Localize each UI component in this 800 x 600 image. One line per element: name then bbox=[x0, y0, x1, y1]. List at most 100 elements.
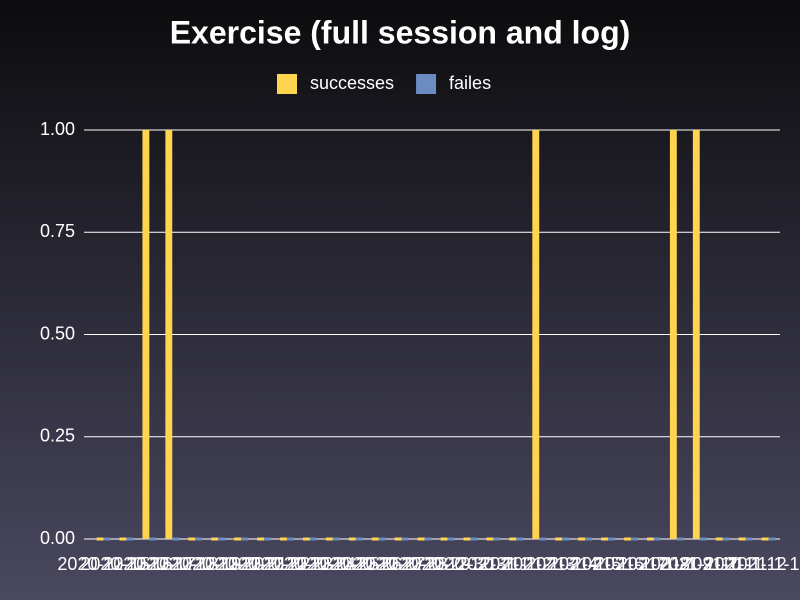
bar bbox=[440, 537, 448, 541]
x-tick-label: 2021-1-4 bbox=[526, 554, 598, 574]
bar bbox=[562, 537, 570, 541]
x-tick-label: 2021-1-12 bbox=[705, 554, 787, 574]
x-tick-label: 2020-12-18 bbox=[126, 554, 218, 574]
legend-label: successes bbox=[310, 73, 394, 93]
bar bbox=[126, 537, 134, 541]
bar bbox=[653, 537, 661, 541]
y-tick-label: 0.00 bbox=[40, 528, 75, 548]
x-tick-label: 2021-1-11 bbox=[682, 554, 763, 574]
bar bbox=[394, 537, 402, 541]
y-tick-label: 1.00 bbox=[40, 119, 75, 139]
x-tick-label: 2020-12-23 bbox=[241, 554, 333, 574]
x-tick-label: 2021-1-13 bbox=[727, 554, 800, 574]
x-tick-label: 2020-12-31 bbox=[424, 554, 516, 574]
legend-swatch bbox=[416, 74, 437, 94]
x-tick-label: 2021-1-10 bbox=[659, 554, 741, 574]
bar bbox=[447, 537, 455, 541]
x-tick-label: 2020-12-27 bbox=[333, 554, 425, 574]
bar bbox=[509, 537, 517, 541]
bar bbox=[532, 130, 540, 539]
x-tick-label: 2021-1-2 bbox=[480, 554, 552, 574]
bar bbox=[241, 537, 248, 541]
bar bbox=[669, 130, 677, 539]
x-tick-label: 2020-12-21 bbox=[195, 554, 287, 574]
x-tick-label: 2020-12-24 bbox=[264, 554, 356, 574]
bar bbox=[172, 537, 180, 541]
bar bbox=[149, 537, 157, 541]
bar bbox=[486, 537, 494, 541]
x-tick-label: 2020-12-16 bbox=[80, 554, 172, 574]
bar bbox=[646, 537, 654, 541]
x-tick-label: 2020-12-30 bbox=[401, 554, 493, 574]
bar bbox=[585, 537, 592, 541]
bar bbox=[264, 537, 271, 541]
x-tick-label: 2020-12-25 bbox=[287, 554, 379, 574]
bar bbox=[761, 537, 769, 541]
x-tick-label: 2021-1-1 bbox=[457, 554, 529, 574]
x-tick-label: 2021-1-3 bbox=[503, 554, 575, 574]
bar bbox=[195, 537, 203, 541]
x-tick-label: 2020-12-19 bbox=[149, 554, 241, 574]
bar bbox=[578, 537, 586, 541]
bar bbox=[601, 537, 608, 541]
bar bbox=[745, 537, 753, 541]
bar bbox=[119, 537, 127, 541]
x-tick-label: 2020-12-17 bbox=[103, 554, 195, 574]
bar bbox=[463, 537, 471, 541]
bar bbox=[624, 537, 631, 541]
bar bbox=[715, 537, 723, 541]
bar bbox=[516, 537, 524, 541]
x-tick-label: 2021-1-7 bbox=[595, 554, 667, 574]
x-tick-label: 2020-12-26 bbox=[310, 554, 402, 574]
bar bbox=[470, 537, 478, 541]
bar bbox=[424, 537, 432, 541]
bar bbox=[257, 537, 264, 541]
bar bbox=[211, 537, 219, 541]
chart-title: Exercise (full session and log) bbox=[170, 14, 631, 50]
x-tick-label: 2020-12-20 bbox=[172, 554, 264, 574]
bar bbox=[142, 130, 150, 539]
bar bbox=[332, 537, 340, 541]
bar bbox=[630, 537, 638, 541]
y-tick-label: 0.50 bbox=[40, 323, 75, 343]
bar bbox=[676, 537, 684, 541]
bar bbox=[555, 537, 563, 541]
x-tick-label: 2020-12-22 bbox=[218, 554, 310, 574]
y-tick-label: 0.25 bbox=[40, 426, 75, 446]
bar bbox=[234, 537, 242, 541]
bar bbox=[348, 537, 356, 541]
bar bbox=[280, 537, 287, 541]
x-tick-label: 2021-1-5 bbox=[549, 554, 621, 574]
x-tick-label: 2020-12-29 bbox=[378, 554, 470, 574]
x-tick-label: 2020-12-28 bbox=[356, 554, 448, 574]
bar bbox=[417, 537, 425, 541]
x-tick-label: 2021-1-9 bbox=[641, 554, 713, 574]
bar bbox=[302, 537, 310, 541]
x-tick-label: 2020-12-15 bbox=[57, 554, 149, 574]
bar bbox=[401, 537, 409, 541]
bar bbox=[493, 537, 501, 541]
bar bbox=[768, 537, 776, 541]
bar bbox=[96, 537, 104, 541]
bar bbox=[286, 537, 294, 541]
bar bbox=[355, 537, 363, 541]
x-tick-label: 2021-1-8 bbox=[618, 554, 690, 574]
bar bbox=[371, 537, 379, 541]
bar bbox=[539, 537, 547, 541]
bar bbox=[188, 537, 196, 541]
bar bbox=[218, 537, 226, 541]
bar bbox=[699, 537, 707, 541]
x-tick-label: 2021-1-6 bbox=[572, 554, 644, 574]
bar bbox=[165, 130, 173, 539]
legend-label: failes bbox=[449, 73, 491, 93]
bar bbox=[692, 130, 700, 539]
y-tick-label: 0.75 bbox=[40, 221, 75, 241]
bar bbox=[103, 537, 111, 541]
bar bbox=[325, 537, 333, 541]
bar bbox=[738, 537, 746, 541]
bar bbox=[722, 537, 730, 541]
legend-swatch bbox=[277, 74, 297, 94]
bar bbox=[608, 537, 615, 541]
